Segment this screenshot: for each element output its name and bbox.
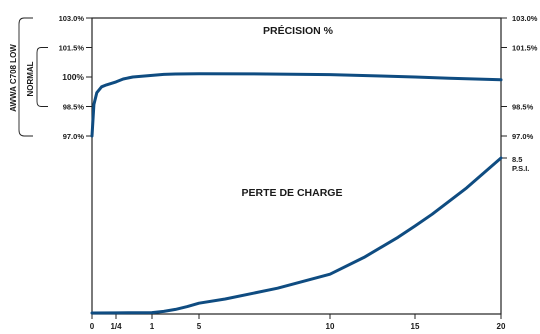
frame-layer bbox=[91, 17, 502, 315]
x-tick-label: 10 bbox=[326, 322, 335, 331]
left-tick-label: 97.0% bbox=[63, 132, 85, 141]
accuracy-curve bbox=[90, 72, 503, 138]
pressure-loss-curve bbox=[90, 156, 503, 315]
left-tick-label: 100% bbox=[62, 72, 84, 82]
x-tick-label: 5 bbox=[197, 322, 202, 331]
x-tick-label: 0 bbox=[90, 322, 95, 331]
right-tick-label: 103.0% bbox=[512, 14, 538, 23]
tick-layer: 103.0% 101.5% 100% 98.5% 97.0% 103.0% 101.5% 98… bbox=[59, 14, 538, 331]
pressure-end-unit: P.S.I. bbox=[512, 164, 529, 173]
right-tick-label: 98.5% bbox=[512, 102, 534, 111]
curve-layer bbox=[90, 72, 503, 315]
normal-bracket-label: NORMAL bbox=[26, 61, 35, 96]
right-tick-label: 101.5% bbox=[512, 43, 538, 52]
left-tick-label: 103.0% bbox=[59, 14, 85, 23]
x-tick-label: 20 bbox=[497, 322, 506, 331]
awwa-bracket-label: AWWA C708 LOW bbox=[9, 44, 18, 112]
x-tick-label: 1 bbox=[150, 322, 155, 331]
plot-frame bbox=[91, 17, 502, 315]
right-tick-label: 97.0% bbox=[512, 132, 534, 141]
bracket-layer bbox=[18, 17, 48, 137]
left-tick-label: 98.5% bbox=[63, 102, 85, 111]
x-tick-label: 15 bbox=[411, 322, 420, 331]
awwa-bracket bbox=[18, 17, 33, 137]
x-tick-label: 1/4 bbox=[110, 322, 122, 331]
accuracy-title: PRÉCISION % bbox=[263, 24, 334, 37]
left-tick-label: 101.5% bbox=[59, 43, 85, 52]
normal-bracket bbox=[36, 47, 48, 107]
pressure-end-value: 8.5 bbox=[512, 155, 522, 164]
pressure-title: PERTE DE CHARGE bbox=[242, 187, 343, 199]
